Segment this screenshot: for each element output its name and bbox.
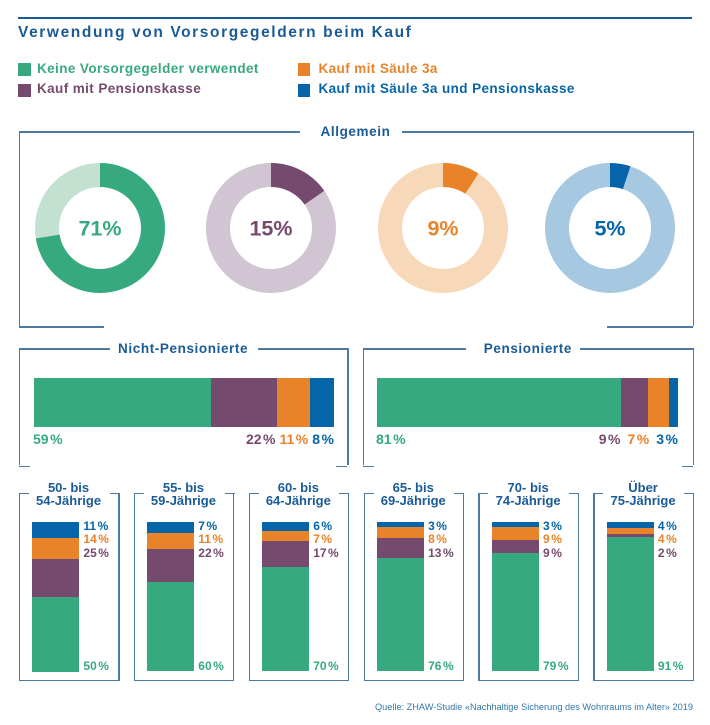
- svg-text:9%: 9%: [427, 217, 458, 241]
- svg-text:5%: 5%: [594, 217, 625, 241]
- svg-text:15%: 15%: [249, 217, 292, 241]
- svg-text:71%: 71%: [78, 217, 121, 241]
